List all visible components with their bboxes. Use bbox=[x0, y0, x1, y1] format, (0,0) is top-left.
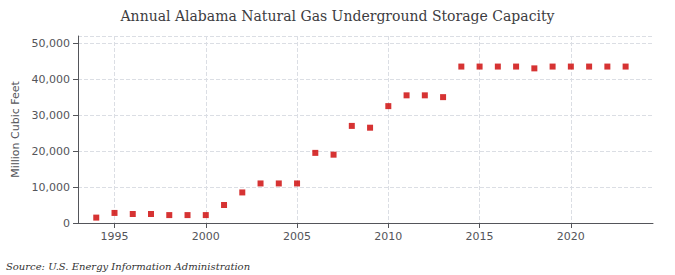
svg-text:Annual Alabama Natural Gas Und: Annual Alabama Natural Gas Underground S… bbox=[119, 8, 554, 24]
svg-text:2000: 2000 bbox=[192, 230, 220, 243]
svg-text:2005: 2005 bbox=[283, 230, 311, 243]
svg-text:1995: 1995 bbox=[101, 230, 129, 243]
svg-text:Million Cubic Feet: Million Cubic Feet bbox=[9, 80, 22, 177]
svg-text:0: 0 bbox=[63, 217, 70, 230]
svg-text:50,000: 50,000 bbox=[32, 37, 71, 50]
svg-text:20,000: 20,000 bbox=[32, 145, 71, 158]
svg-text:40,000: 40,000 bbox=[32, 73, 71, 86]
svg-text:2015: 2015 bbox=[466, 230, 494, 243]
svg-text:2020: 2020 bbox=[557, 230, 585, 243]
svg-text:10,000: 10,000 bbox=[32, 181, 71, 194]
svg-text:30,000: 30,000 bbox=[32, 109, 71, 122]
svg-text:2010: 2010 bbox=[374, 230, 402, 243]
svg-text:Source: U.S. Energy Informatio: Source: U.S. Energy Information Administ… bbox=[6, 261, 250, 272]
